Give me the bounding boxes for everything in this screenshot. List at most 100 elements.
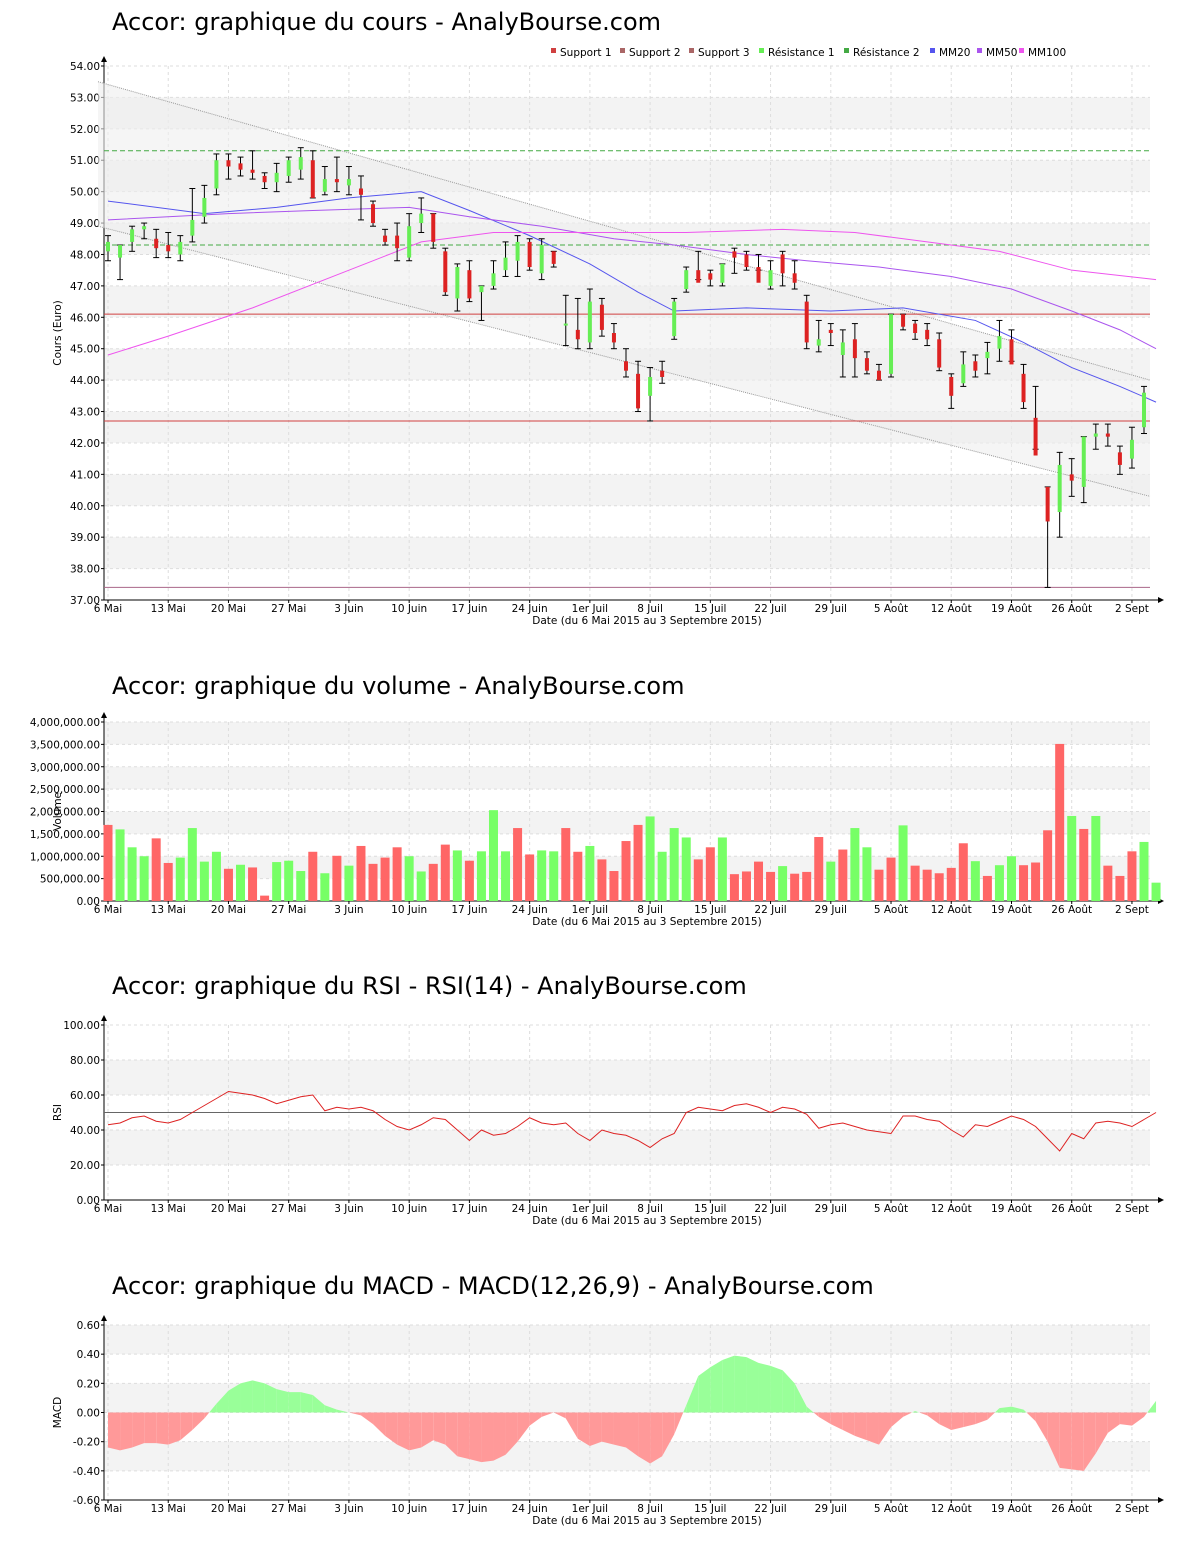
rsi-xtick-label: 20 Mai: [211, 1203, 246, 1215]
volume-bar: [260, 895, 270, 901]
candle-body: [443, 251, 448, 293]
macd-xtick-label: 19 Août: [991, 1503, 1032, 1515]
volume-bar: [356, 845, 366, 901]
candle-body: [684, 270, 689, 290]
price-ytick-label: 42.00: [70, 438, 100, 450]
volume-xtick-label: 15 Juil: [694, 904, 726, 916]
volume-bar: [284, 860, 294, 901]
price-xtick-label: 22 Juil: [754, 603, 786, 615]
volume-bar: [501, 851, 511, 901]
macd-area-segment: [794, 1383, 807, 1413]
macd-area-segment: [144, 1412, 157, 1444]
candle-body: [961, 364, 966, 384]
price-xtick-label: 29 Juil: [815, 603, 847, 615]
candle-body: [1021, 373, 1026, 403]
macd-area-segment: [1144, 1412, 1148, 1417]
volume-bar: [404, 856, 414, 901]
legend-label: MM100: [1028, 47, 1066, 59]
macd-area-segment: [1147, 1400, 1157, 1413]
rsi-ytick-label: 0.00: [77, 1195, 100, 1207]
candle-body: [142, 226, 147, 230]
candle-body: [503, 257, 508, 271]
macd-xtick-label: 20 Mai: [211, 1503, 246, 1515]
candle-body: [768, 270, 773, 286]
candle-body: [178, 241, 183, 255]
macd-area-segment: [626, 1412, 639, 1457]
volume-bar: [693, 859, 703, 901]
rsi-xtick-label: 19 Août: [991, 1203, 1032, 1215]
macd-area-segment: [601, 1412, 614, 1445]
macd-area-segment: [770, 1365, 783, 1413]
macd-area-segment: [891, 1412, 904, 1428]
volume-bar: [1103, 865, 1113, 901]
candle-body: [250, 169, 255, 173]
candle-body: [395, 235, 400, 249]
macd-area-segment: [1023, 1409, 1027, 1413]
volume-bar: [537, 850, 547, 901]
candle-body: [780, 254, 785, 274]
volume-xtick-label: 22 Juil: [754, 904, 786, 916]
volume-bar: [549, 851, 559, 901]
price-ytick-label: 44.00: [70, 375, 100, 387]
price-ytick-label: 38.00: [70, 564, 100, 576]
macd-area-segment: [951, 1412, 964, 1430]
volume-bar: [248, 867, 258, 901]
volume-grid-band: [104, 766, 1150, 790]
macd-area-segment: [1059, 1412, 1072, 1470]
candle-body: [527, 241, 532, 268]
volume-bar: [416, 871, 426, 901]
volume-bar: [151, 838, 161, 901]
price-ytick-label: 37.00: [70, 595, 100, 607]
volume-bar: [778, 866, 788, 901]
rsi-xtick-label: 1er Juil: [572, 1203, 608, 1215]
macd-chart-title: Accor: graphique du MACD - MACD(12,26,9)…: [112, 1272, 874, 1300]
macd-area-segment: [209, 1403, 217, 1413]
price-ytick-label: 41.00: [70, 469, 100, 481]
volume-bar: [729, 874, 739, 901]
candle-body: [371, 204, 376, 224]
volume-bar: [380, 857, 390, 901]
candle-body: [756, 267, 761, 283]
price-mm20-line: [107, 191, 1157, 403]
volume-bar: [922, 869, 932, 901]
price-xtick-label: 8 Juil: [637, 603, 663, 615]
rsi-chart: 0.00 20.00 40.00 60.00 80.00 100.00 6 Mai 13 Ma…: [52, 1015, 1164, 1227]
price-ytick-label: 53.00: [70, 92, 100, 104]
macd-area-segment: [445, 1412, 458, 1457]
price-xtick-label: 5 Août: [874, 603, 908, 615]
volume-xtick-label: 8 Juil: [637, 904, 663, 916]
candle-body: [310, 160, 315, 198]
candle-body: [214, 160, 219, 189]
rsi-ylabel: RSI: [52, 1104, 64, 1121]
rsi-xtick-label: 15 Juil: [694, 1203, 726, 1215]
rsi-xtick-label: 22 Juil: [754, 1203, 786, 1215]
candle-body: [1129, 439, 1134, 459]
legend-label: Résistance 1: [768, 47, 835, 59]
candle-body: [1117, 452, 1122, 465]
volume-bar: [115, 829, 125, 901]
volume-bar: [1019, 865, 1029, 901]
macd-area-segment: [240, 1380, 253, 1413]
legend-swatch: [977, 48, 982, 53]
macd-area-segment: [505, 1412, 518, 1455]
volume-bar: [705, 847, 715, 901]
candle-body: [563, 323, 568, 326]
macd-ytick-label: 0.60: [77, 1320, 100, 1332]
candle-body: [913, 323, 918, 333]
volume-bar: [597, 859, 607, 901]
volume-bar: [199, 861, 209, 901]
macd-area-segment: [963, 1412, 976, 1428]
volume-bar: [368, 863, 378, 901]
macd-area-segment: [1095, 1412, 1108, 1454]
rsi-xtick-label: 3 Juin: [334, 1203, 363, 1215]
candle-body: [648, 376, 653, 396]
candle-body: [611, 333, 616, 343]
rsi-xtick-label: 12 Août: [931, 1203, 972, 1215]
candle-body: [696, 270, 701, 283]
macd-xtick-label: 5 Août: [874, 1503, 908, 1515]
volume-bar: [1127, 851, 1137, 901]
macd-area-segment: [927, 1412, 940, 1425]
candle-body: [925, 329, 930, 340]
price-xtick-label: 12 Août: [931, 603, 972, 615]
candle-body: [1142, 392, 1146, 428]
